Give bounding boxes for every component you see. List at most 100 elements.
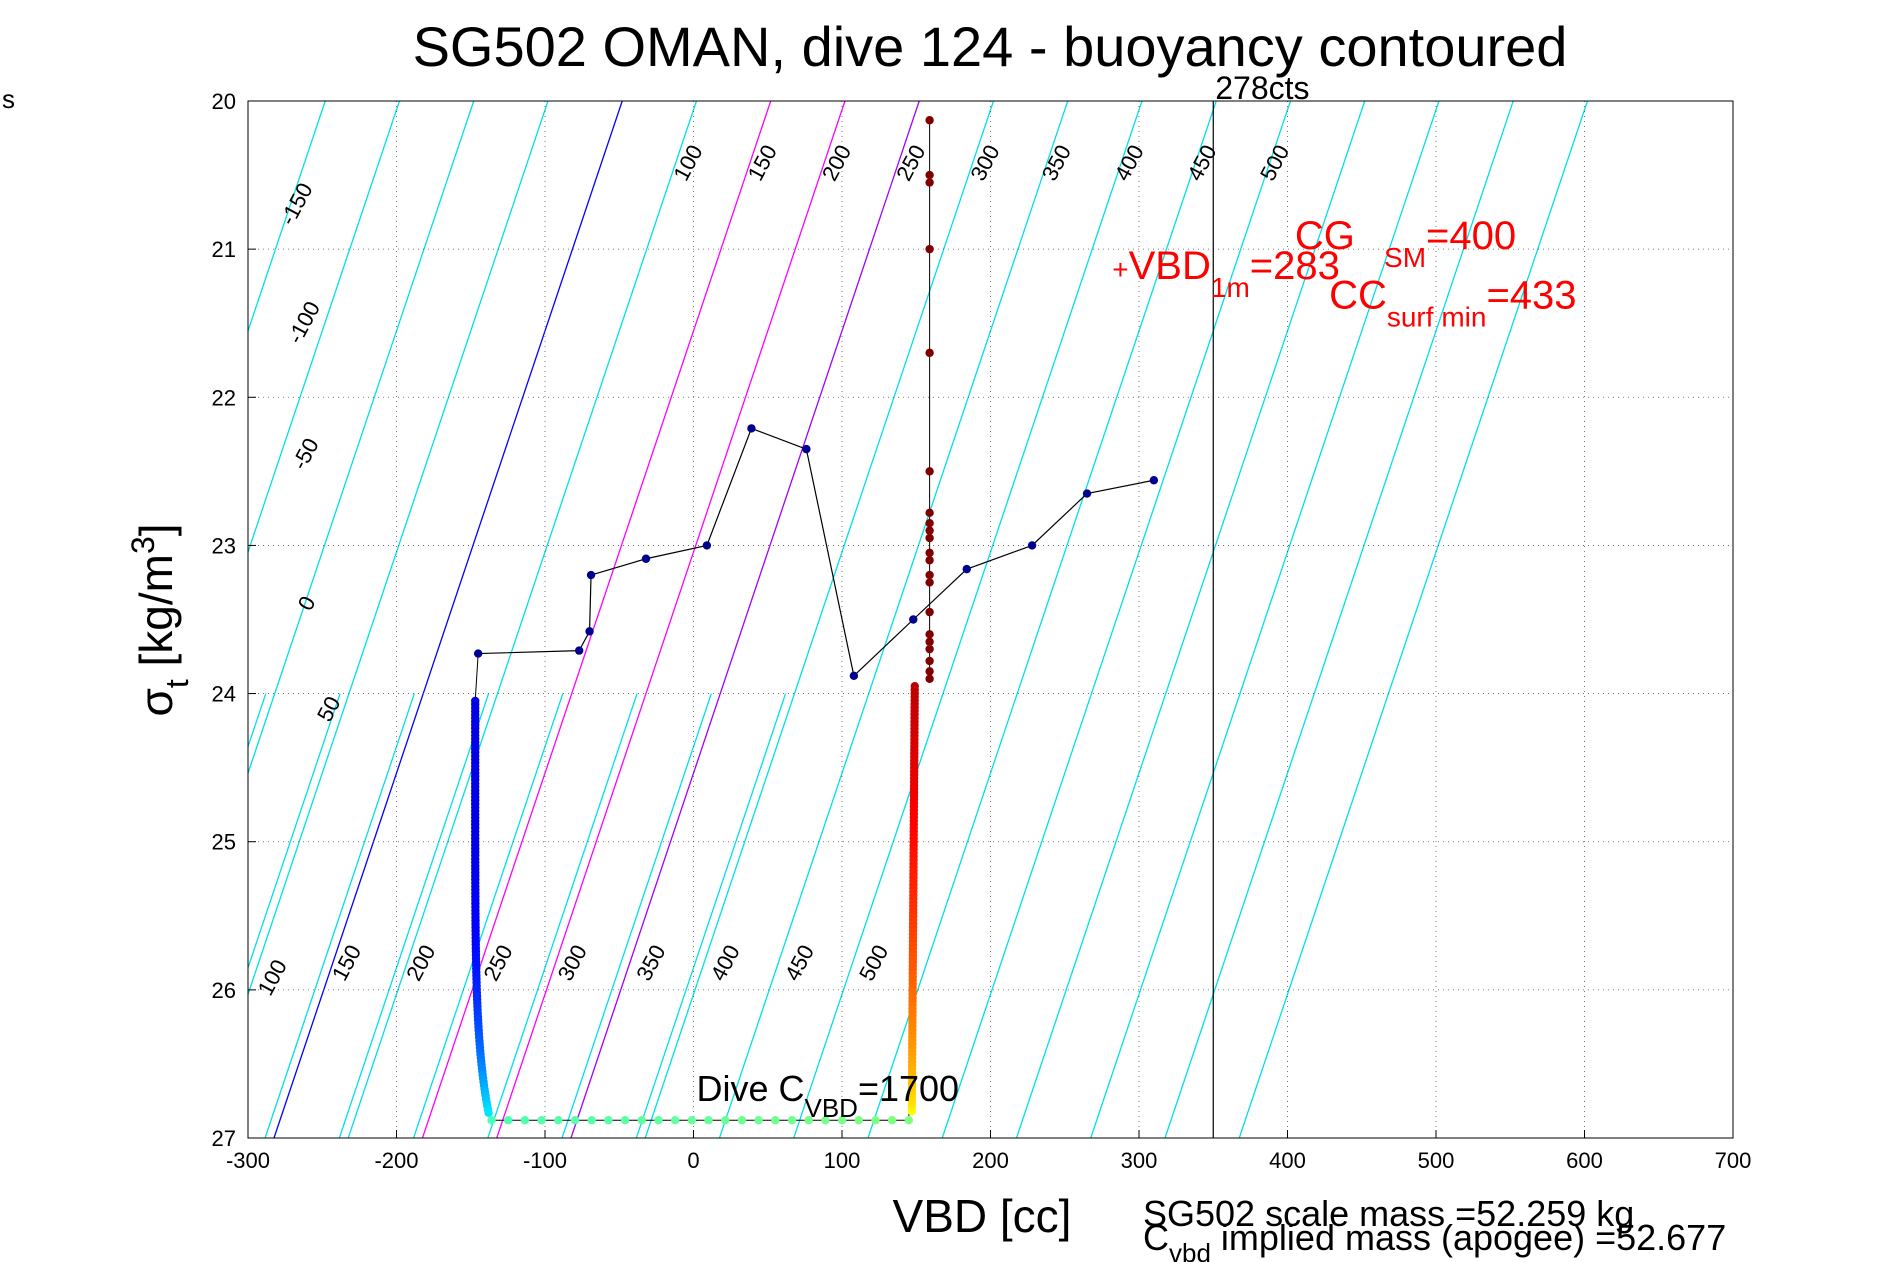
- dive-rest: =1700: [858, 1068, 959, 1109]
- contour-line: [248, 101, 326, 333]
- contour-line: [338, 693, 490, 1138]
- bottom-point: [771, 1116, 780, 1125]
- x-tick-label: 200: [972, 1148, 1009, 1173]
- profile-point: [585, 627, 594, 636]
- bottom-point: [887, 1116, 897, 1125]
- surface-point: [925, 667, 934, 676]
- bottom-point: [670, 1116, 680, 1125]
- y-tick-label: 23: [212, 533, 236, 558]
- profile-point: [641, 554, 651, 563]
- implied-main: C: [1143, 1217, 1169, 1258]
- contour-label: 500: [854, 941, 893, 985]
- x-tick-label: -200: [374, 1148, 418, 1173]
- surface-point: [925, 644, 934, 654]
- surface-point: [925, 348, 934, 358]
- x-tick-label: -100: [523, 1148, 567, 1173]
- contour-line: [0, 694, 43, 1138]
- y-label-main: σ: [130, 688, 182, 716]
- contour-line: [273, 101, 623, 1138]
- contour-line: [248, 101, 549, 997]
- surface-point: [925, 178, 934, 187]
- bottom-point: [554, 1116, 563, 1125]
- sm-sub: SM: [1384, 242, 1426, 273]
- bottom-point: [570, 1116, 580, 1125]
- x-axis-ticks: -300 -200 -100 0 100 200 300 400 500 600 700: [226, 1130, 1751, 1173]
- y-tick-label: 20: [212, 89, 236, 114]
- contour-line: [347, 101, 698, 1138]
- contour-line: [1164, 101, 1514, 1138]
- contour-line: [867, 101, 1217, 1138]
- contours-lower: [0, 693, 787, 1138]
- contour-label: 300: [965, 141, 1004, 185]
- profile-point: [962, 564, 971, 574]
- contour-line: [718, 101, 1069, 1138]
- scale-mass-text: SG502 scale mass =52.259 kg: [1143, 1193, 1634, 1234]
- contour-label: -50: [287, 434, 324, 474]
- contours-upper: [248, 101, 1589, 1138]
- profile-point: [702, 541, 712, 550]
- sm-annotation: SM=400: [1384, 214, 1516, 273]
- contour-label: 200: [817, 141, 856, 185]
- descent-point: [484, 1108, 493, 1118]
- cg-annotation: CG: [1295, 214, 1355, 258]
- contour-line: [248, 693, 341, 970]
- contour-line: [1090, 101, 1440, 1138]
- y-tick-label: 22: [212, 385, 236, 410]
- contour-line: [264, 693, 415, 1138]
- profile-point: [586, 570, 596, 580]
- contour-label: 400: [1109, 141, 1148, 185]
- contour-label: -150: [275, 179, 318, 230]
- contour-label: 500: [1255, 141, 1294, 185]
- x-tick-label: 400: [1269, 1148, 1306, 1173]
- contour-line: [42, 694, 191, 1138]
- surface-point: [925, 570, 934, 580]
- profile-point: [1082, 489, 1092, 498]
- bottom-point: [654, 1116, 663, 1125]
- contour-label: 300: [553, 941, 592, 985]
- surface-point: [925, 244, 934, 254]
- bottom-point: [620, 1116, 630, 1125]
- profile-point: [473, 649, 483, 658]
- surface-point: [925, 519, 934, 528]
- cc-main: CC: [1329, 273, 1387, 317]
- contour-line: [496, 101, 846, 1138]
- contour-label: 150: [743, 141, 782, 185]
- contour-line: [248, 101, 475, 776]
- implied-sub: vbd: [1169, 1238, 1211, 1262]
- reference-line-label: 278cts: [1215, 70, 1309, 106]
- contour-label: 450: [1182, 141, 1221, 185]
- contour-label: 400: [706, 941, 745, 985]
- chart-title: SG502 OMAN, dive 124 - buoyancy contoure…: [413, 15, 1568, 78]
- contour-label: 450: [780, 941, 819, 985]
- contour-label: 150: [327, 941, 366, 985]
- contour-line: [644, 101, 995, 1138]
- x-tick-label: 100: [824, 1148, 861, 1173]
- sm-rest: =400: [1426, 214, 1516, 258]
- bottom-point: [520, 1116, 530, 1125]
- contour-line: [412, 693, 564, 1138]
- y-tick-label: 24: [212, 682, 236, 707]
- surface-point: [925, 556, 934, 565]
- annotations: +VBD1m=283 CG SM=400 CCsurf min=433 Dive…: [696, 214, 1576, 1123]
- x-tick-label: 700: [1715, 1148, 1752, 1173]
- dive-path-line: [474, 653, 916, 1121]
- surface-point: [925, 607, 934, 617]
- surface-point: [925, 578, 934, 587]
- bottom-point: [904, 1116, 914, 1125]
- profile-line: [478, 427, 1154, 677]
- y-axis-ticks: 20 21 22 23 24 25 26 27: [212, 89, 256, 1151]
- dive-main: Dive C: [696, 1068, 804, 1109]
- bottom-point: [637, 1116, 646, 1125]
- x-axis-label: VBD [cc]: [893, 1190, 1072, 1242]
- surface-point: [925, 467, 934, 476]
- profile-point: [909, 615, 918, 624]
- bottom-point: [587, 1116, 596, 1125]
- profile-point: [802, 444, 811, 454]
- bottom-point: [721, 1116, 730, 1125]
- bottom-point: [854, 1116, 863, 1125]
- surface-point: [925, 656, 934, 666]
- y-label-sup: 3: [125, 536, 161, 554]
- bottom-point: [787, 1116, 797, 1125]
- profile-point: [1149, 476, 1159, 485]
